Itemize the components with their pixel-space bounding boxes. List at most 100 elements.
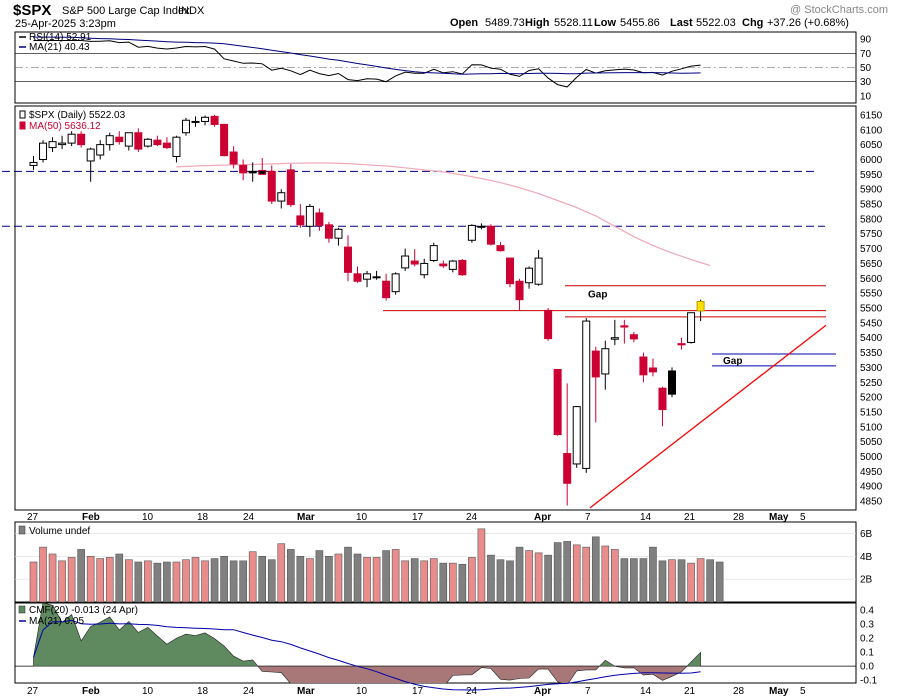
volume-bar	[429, 558, 438, 603]
price-tick-label: 5600	[860, 274, 883, 285]
volume-bar	[182, 559, 190, 603]
volume-bar	[525, 550, 533, 603]
volume-bar	[210, 558, 219, 603]
candle	[96, 140, 105, 160]
date-tick-label: Mar	[297, 686, 315, 697]
volume-bar	[401, 560, 409, 603]
candle	[525, 266, 534, 289]
volume-bar	[39, 546, 47, 603]
date-tick-label: 27	[27, 686, 39, 697]
candle	[296, 204, 305, 228]
price-tick-label: 5400	[860, 333, 883, 344]
volume-bar	[86, 555, 95, 603]
candle	[544, 308, 553, 341]
candle	[220, 123, 229, 157]
candle-body	[143, 138, 152, 147]
volume-bar	[134, 561, 143, 603]
date-tick-label: 7	[585, 686, 591, 697]
date-tick-label: 21	[684, 686, 696, 697]
candle-body	[553, 368, 562, 436]
price-tick-label: 5050	[860, 437, 883, 448]
volume-bar	[115, 553, 124, 603]
volume-bar	[553, 542, 562, 603]
volume-bar	[105, 557, 114, 603]
candle-body	[172, 136, 181, 157]
date-tick-label: 10	[142, 512, 154, 523]
volume-bar	[48, 553, 57, 603]
candle	[191, 116, 200, 127]
legend-swatch	[18, 605, 26, 614]
volume-bar	[325, 555, 333, 603]
volume-bar	[506, 560, 514, 603]
candle	[648, 358, 657, 377]
candle-body	[210, 115, 219, 125]
chart-date: 25-Apr-2025 3:23pm	[15, 18, 116, 30]
volume-bar	[153, 562, 162, 603]
candle	[286, 163, 295, 207]
price-tick-label: 5750	[860, 229, 883, 240]
candle	[86, 147, 95, 182]
candle	[153, 135, 162, 147]
candle-body	[668, 370, 677, 395]
volume-bar	[449, 562, 457, 603]
candle-body	[162, 142, 171, 149]
candle	[29, 155, 38, 170]
date-tick-label: 5	[800, 512, 806, 523]
candle	[563, 383, 572, 506]
candle	[448, 259, 457, 273]
volume-bar	[96, 558, 105, 603]
candle-body	[677, 343, 686, 346]
volume-bar	[172, 561, 181, 603]
candle-body	[382, 280, 391, 299]
candle-body	[124, 132, 133, 147]
candle-body	[315, 212, 324, 226]
candle	[115, 131, 124, 145]
volume-bar	[687, 562, 695, 603]
candle-body	[363, 273, 372, 280]
candle	[134, 128, 143, 153]
volume-bar	[363, 557, 371, 603]
price-tick-label: 5300	[860, 363, 883, 374]
volume-bar	[715, 561, 724, 603]
rsi-tick-label: 10	[860, 91, 872, 102]
candle-body	[648, 367, 657, 373]
chart-description: S&P 500 Large Cap Index	[62, 5, 190, 17]
volume-bar	[591, 536, 600, 603]
price-tick-label: 5950	[860, 170, 883, 181]
candle-body	[67, 133, 76, 144]
volume-bar	[544, 554, 552, 603]
date-tick-label: 24	[243, 512, 255, 523]
price-tick-label: 5900	[860, 185, 883, 196]
date-tick-label: 14	[640, 686, 652, 697]
volume-bar	[439, 562, 448, 603]
candle	[668, 367, 677, 398]
open-value: 5489.73	[485, 17, 525, 29]
candle	[496, 242, 505, 252]
date-tick-label: Apr	[534, 686, 551, 697]
volume-bar	[696, 558, 705, 603]
candle	[324, 221, 333, 243]
cmf-tick-label: 0.0	[860, 662, 874, 673]
candle-body	[391, 273, 400, 293]
candle-body	[544, 309, 553, 340]
date-tick-label: 21	[684, 512, 696, 523]
volume-tick-label: 6B	[860, 529, 873, 540]
volume-bar	[315, 550, 324, 603]
candle-body	[467, 224, 476, 241]
price-tick-label: 5250	[860, 378, 883, 389]
candle	[248, 162, 257, 182]
candle	[382, 273, 391, 301]
candle-body	[77, 133, 86, 146]
rsi-ma-line	[33, 36, 701, 75]
candle	[58, 135, 67, 150]
candle	[201, 115, 210, 126]
cmf-tick-label: 0.4	[860, 606, 874, 617]
volume-bar	[639, 558, 648, 603]
low-value: 5455.86	[620, 17, 660, 29]
candle-body	[296, 215, 305, 226]
date-tick-label: 27	[27, 512, 39, 523]
candle-body	[115, 136, 124, 143]
candle	[181, 117, 190, 136]
